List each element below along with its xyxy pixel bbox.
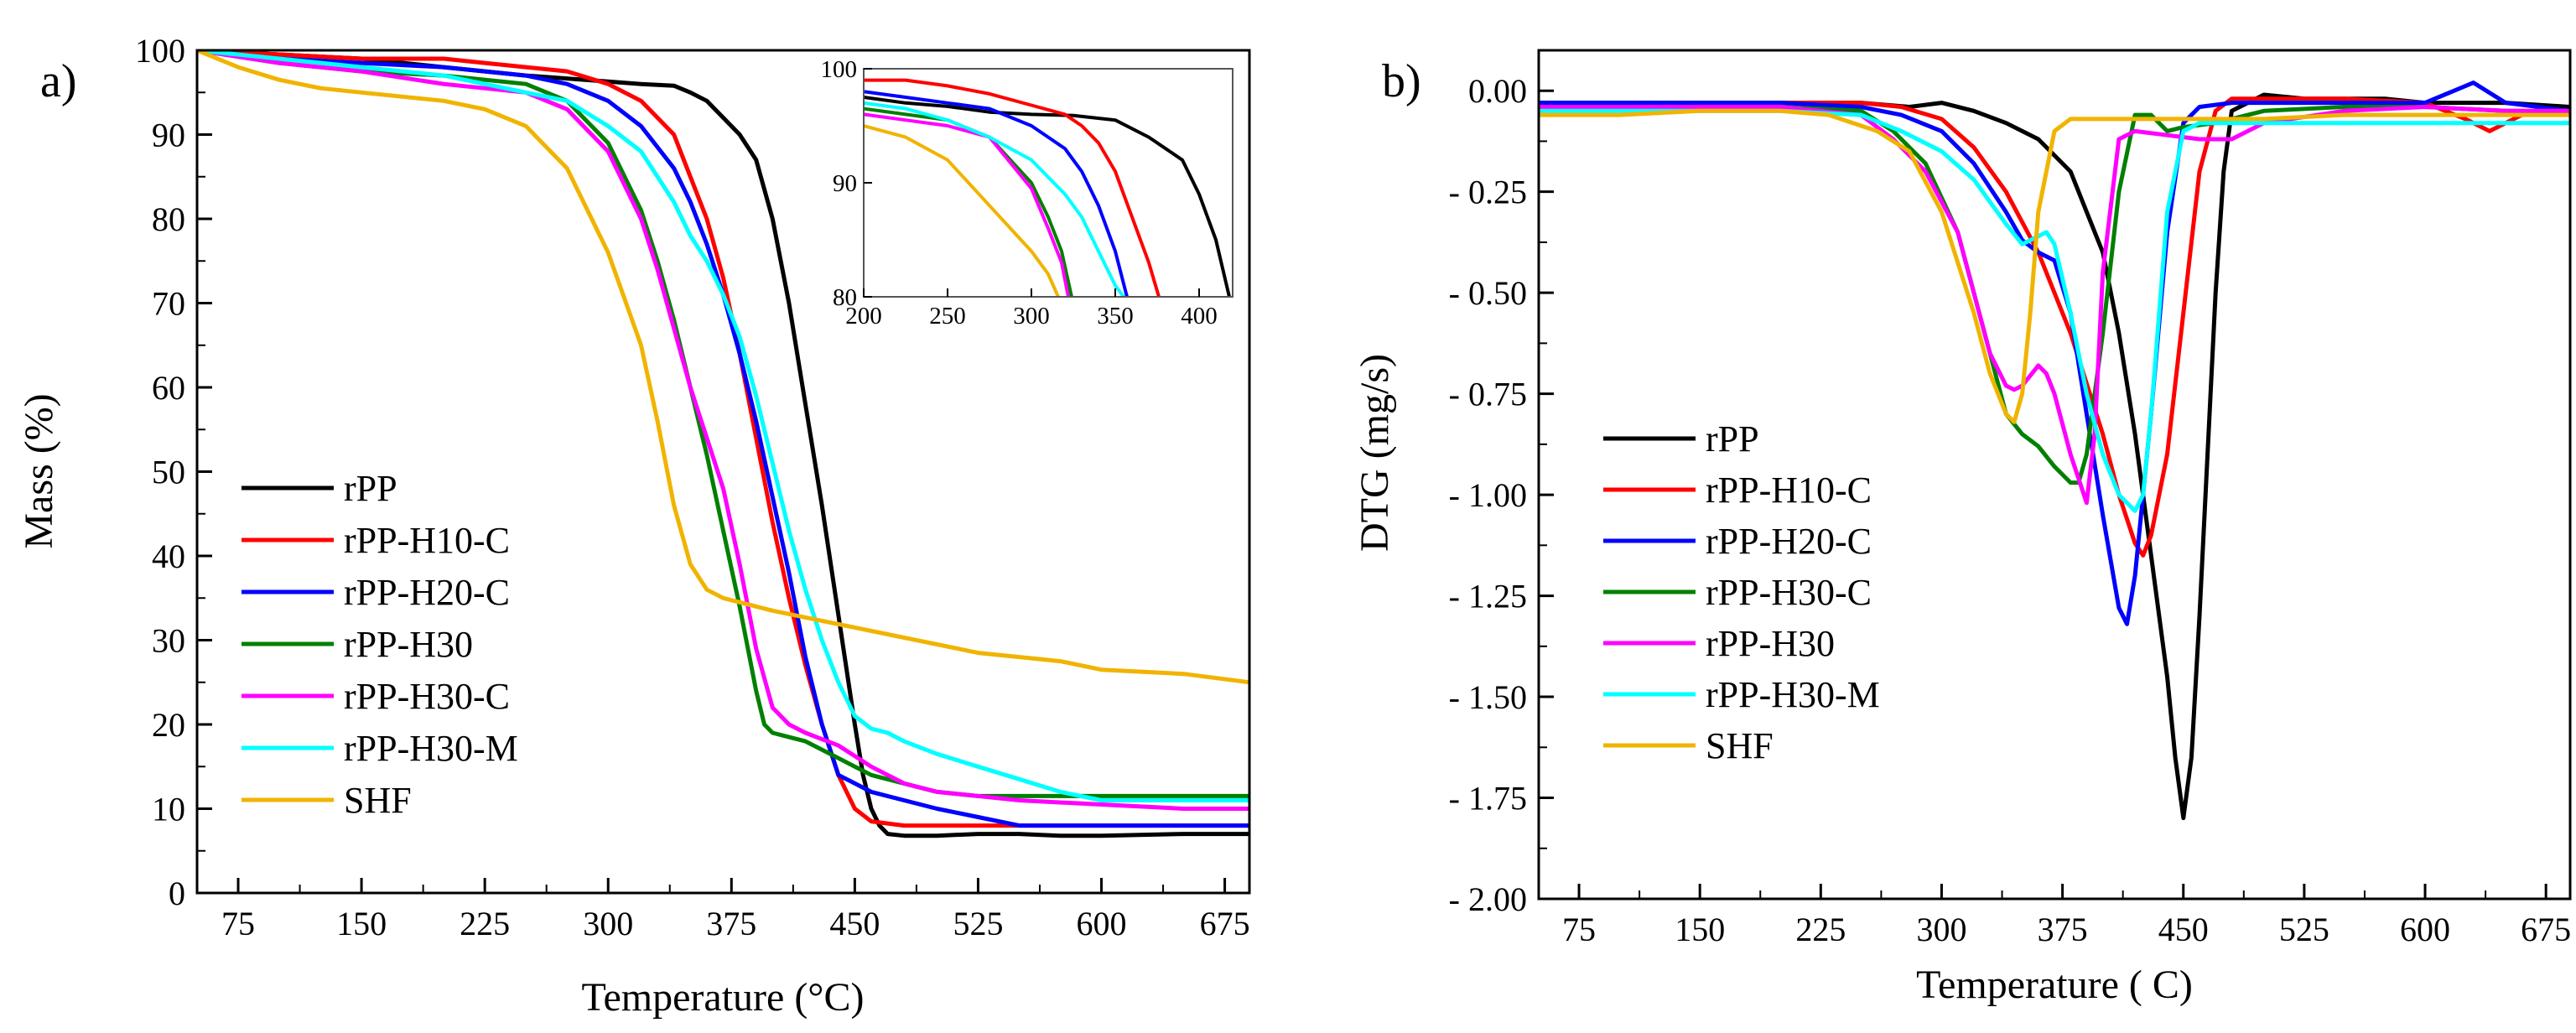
- panel-a-x-tick-label: 525: [953, 905, 1003, 942]
- panel-b-series-rpp-h20-c: [1539, 80, 2570, 626]
- panel-a-x-tick-label: 375: [706, 905, 756, 942]
- panel-b-x-tick-label: 600: [2400, 911, 2450, 948]
- panel-b-x-tick-label: 225: [1795, 911, 1846, 948]
- panel-b-y-tick-label: - 1.75: [1449, 780, 1527, 818]
- inset-x-tick-label: 250: [929, 303, 966, 330]
- panel-a-mass-chart: a) 75 150 225 300 375 450 525 600 675 0 10 20 30 40 50…: [17, 32, 1251, 1020]
- panel-b-series-rpp-h30: [1539, 105, 2570, 506]
- panel-b-legend-label-rpp-h30: rPP-H30: [1706, 623, 1835, 664]
- inset-series-rpp-h30: [864, 106, 1073, 297]
- inset-series-rpp-h10-c: [864, 78, 1161, 297]
- inset-x-tick-label: 350: [1097, 303, 1134, 330]
- inset-series-shf: [864, 124, 1060, 297]
- panel-b-y-axis-title: DTG (mg/s): [1353, 354, 1397, 552]
- inset-x-tick-label: 200: [845, 303, 882, 330]
- panel-b-x-tick-label: 450: [2158, 911, 2209, 948]
- panel-a-y-tick-label: 50: [152, 454, 185, 491]
- inset-series-rpp-h20-c: [864, 90, 1129, 297]
- panel-b-legend-label-rpp: rPP: [1706, 418, 1759, 459]
- panel-a-x-tick-label: 150: [336, 905, 387, 942]
- inset-series-rpp-h30-m: [864, 101, 1125, 297]
- inset-x-tick-label: 400: [1181, 303, 1218, 330]
- panel-a-legend-label-rpp-h20-c: rPP-H20-C: [344, 572, 510, 613]
- panel-b-series-shf: [1539, 108, 2570, 424]
- panel-a-x-axis-title: Temperature (°C): [581, 975, 864, 1020]
- panel-a-series-rpp-h30-m: [197, 50, 1249, 802]
- panel-a-x-tick-label: 300: [583, 905, 633, 942]
- panel-b-y-tick-label: - 1.25: [1449, 578, 1527, 615]
- panel-b-legend-label-rpp-h30-c: rPP-H30-C: [1706, 572, 1872, 613]
- panel-b-y-tick-label: - 0.50: [1449, 274, 1527, 312]
- panel-b-legend-label-rpp-h30-m: rPP-H30-M: [1706, 674, 1880, 715]
- panel-a-legend-label-rpp-h30-c: rPP-H30-C: [344, 676, 510, 717]
- panel-a-x-tick-label: 450: [829, 905, 880, 942]
- panel-a-y-tick-label: 70: [152, 285, 185, 323]
- panel-a-x-tick-label: 75: [221, 905, 255, 942]
- inset-series-rpp-h30-c: [864, 112, 1070, 297]
- panel-b-legend-label-rpp-h10-c: rPP-H10-C: [1706, 470, 1872, 511]
- panel-a-inset: 200 250 300 350 400 80 90 100: [821, 56, 1233, 330]
- inset-series-rpp: [864, 96, 1231, 297]
- panel-a-plot-frame: [195, 49, 1251, 895]
- panel-b-x-tick-label: 675: [2521, 911, 2571, 948]
- panel-b-y-tick-label: 0.00: [1468, 72, 1527, 110]
- panel-a-series-rpp-h20-c: [197, 50, 1249, 828]
- panel-a-x-tick-label: 675: [1200, 905, 1250, 942]
- panel-b-legend-label-shf: SHF: [1706, 725, 1774, 766]
- panel-a-y-tick-label: 0: [169, 875, 185, 912]
- panel-a-legend-label-rpp-h10-c: rPP-H10-C: [344, 520, 510, 561]
- panel-b-x-tick-label: 525: [2279, 911, 2329, 948]
- panel-b-series-group: [1539, 80, 2570, 821]
- panel-b-legend: rPP rPP-H10-C rPP-H20-C rPP-H30-C rPP-H30 rPP…: [1603, 418, 1880, 766]
- panel-a-legend: rPP rPP-H10-C rPP-H20-C rPP-H30 rPP-H30-C rPP…: [242, 468, 518, 821]
- panel-b-label: b): [1382, 55, 1421, 107]
- panel-b-y-tick-label: - 0.25: [1449, 174, 1527, 211]
- panel-b-x-tick-label: 300: [1916, 911, 1966, 948]
- inset-x-tick-label: 300: [1013, 303, 1050, 330]
- panel-a-legend-label-shf: SHF: [344, 780, 412, 821]
- panel-b-series-rpp: [1539, 92, 2570, 821]
- panel-b-y-tick-label: - 2.00: [1449, 880, 1527, 918]
- panel-a-y-tick-label: 30: [152, 622, 185, 660]
- panel-a-series-group: [197, 50, 1249, 838]
- panel-a-x-tick-label: 225: [460, 905, 510, 942]
- panel-b-y-tick-label: - 1.00: [1449, 476, 1527, 514]
- panel-a-series-rpp: [197, 50, 1249, 838]
- panel-b-series-rpp-h30-m: [1539, 108, 2570, 513]
- panel-a-legend-label-rpp-h30: rPP-H30: [344, 624, 473, 665]
- panel-b-x-tick-label: 375: [2038, 911, 2088, 948]
- inset-y-tick-label: 100: [821, 56, 858, 83]
- panel-b-x-axis-title: Temperature ( C): [1916, 963, 2193, 1007]
- panel-a-series-shf: [197, 50, 1249, 685]
- panel-b-y-tick-label: - 0.75: [1449, 376, 1527, 413]
- panel-a-legend-label-rpp: rPP: [344, 468, 397, 509]
- panel-a-y-tick-label: 100: [135, 32, 185, 70]
- panel-b-x-tick-label: 150: [1675, 911, 1725, 948]
- panel-b-series-rpp-h10-c: [1539, 96, 2570, 558]
- inset-background: [864, 69, 1233, 297]
- panel-a-x-tick-label: 600: [1077, 905, 1127, 942]
- panel-b-y-tick-label: - 1.50: [1449, 678, 1527, 716]
- panel-a-y-tick-label: 10: [152, 791, 185, 828]
- panel-b-legend-label-rpp-h20-c: rPP-H20-C: [1706, 521, 1872, 562]
- inset-y-tick-label: 80: [833, 284, 857, 311]
- panel-a-y-tick-label: 90: [152, 117, 185, 154]
- panel-a-label: a): [40, 55, 77, 107]
- panel-a-y-tick-label: 20: [152, 706, 185, 744]
- panel-a-y-tick-label: 40: [152, 537, 185, 575]
- panel-b-plot-frame: [1537, 49, 2572, 901]
- panel-a-y-tick-label: 80: [152, 200, 185, 238]
- inset-y-tick-label: 90: [833, 170, 857, 197]
- panel-a-y-tick-label: 60: [152, 369, 185, 407]
- panel-a-y-axis-title: Mass (%): [17, 393, 61, 548]
- panel-b-x-tick-label: 75: [1562, 911, 1596, 948]
- panel-b-dtg-chart: b) 75 150 225 300 375 450 525 600 675 0.00 - 0.25 -…: [1353, 49, 2572, 1007]
- panel-a-legend-label-rpp-h30-m: rPP-H30-M: [344, 728, 518, 769]
